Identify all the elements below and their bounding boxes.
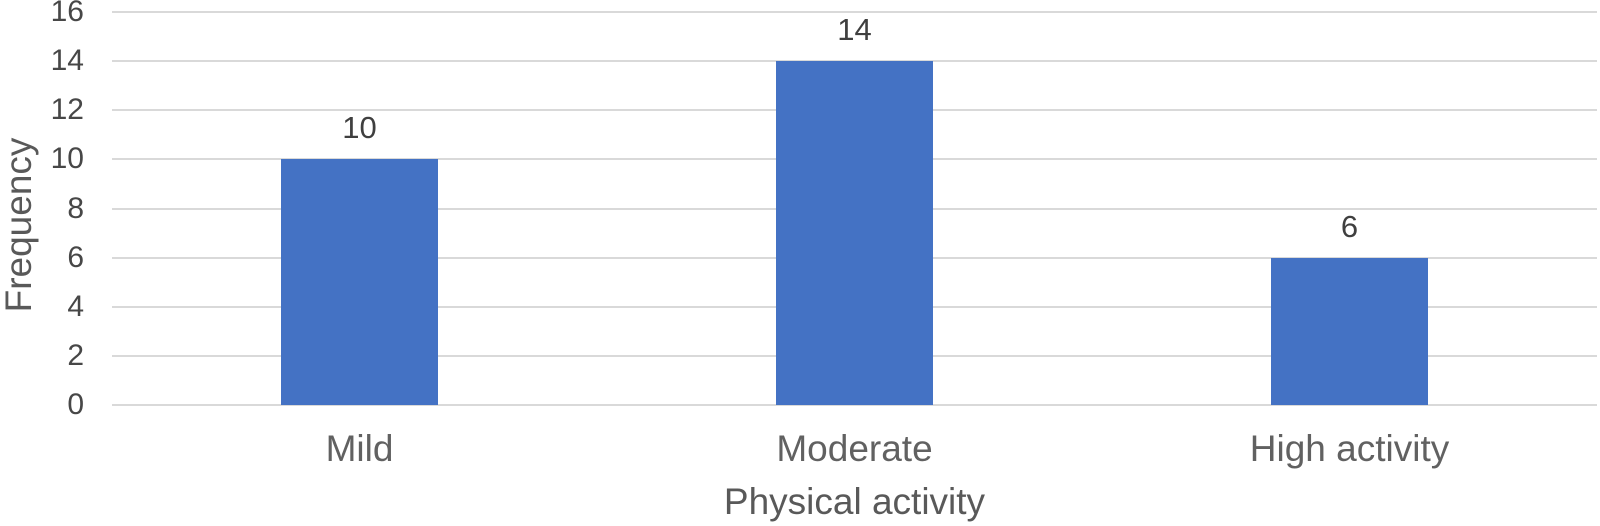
y-tick-label-0: 0 — [67, 388, 84, 421]
x-tick-label-mild: Mild — [325, 428, 394, 469]
bar-mild — [281, 159, 438, 405]
y-tick-label-8: 8 — [67, 191, 84, 225]
data-label-mild: 10 — [342, 110, 377, 146]
y-tick-label-10: 10 — [50, 142, 84, 176]
gridline-0 — [112, 404, 1597, 406]
y-tick-label-14: 14 — [50, 44, 84, 78]
gridline-16 — [112, 11, 1597, 13]
y-tick-label-12: 12 — [50, 93, 84, 127]
x-tick-label-moderate: Moderate — [776, 428, 933, 469]
y-tick-label-6: 6 — [67, 240, 84, 274]
data-label-moderate: 14 — [837, 12, 872, 48]
plot-area: 10 14 6 — [112, 11, 1597, 406]
y-tick-label-2: 2 — [67, 338, 84, 372]
y-tick-label-4: 4 — [67, 289, 84, 323]
bar-moderate — [776, 61, 933, 405]
y-tick-label-16: 16 — [50, 0, 84, 28]
data-label-high-activity: 6 — [1340, 208, 1359, 244]
bar-high-activity — [1271, 257, 1428, 405]
x-tick-label-high-activity: High activity — [1249, 428, 1450, 469]
x-axis-title: Physical activity — [723, 481, 986, 522]
